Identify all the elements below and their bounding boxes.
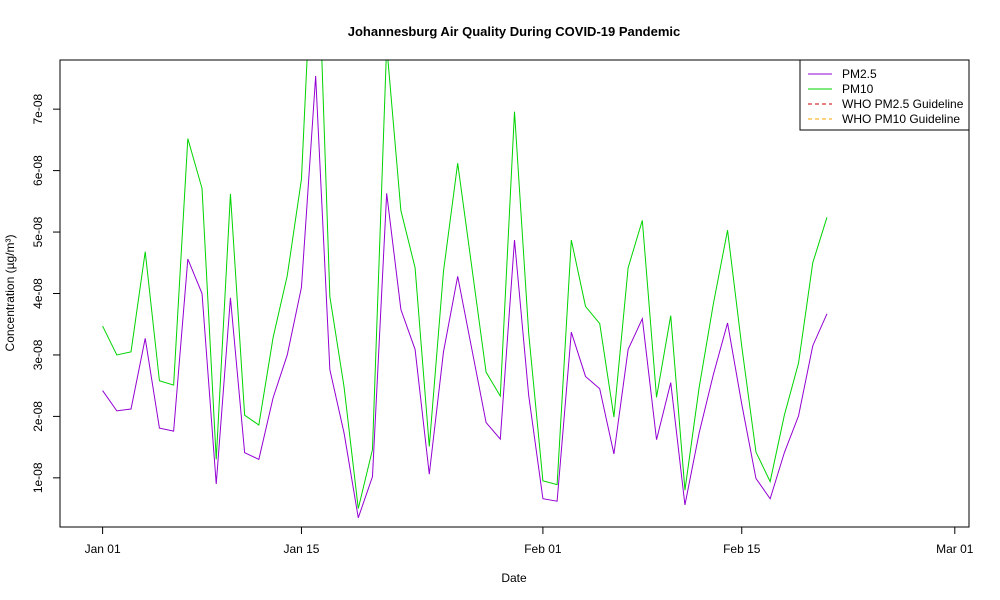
chart-title: Johannesburg Air Quality During COVID-19… — [348, 24, 681, 39]
y-axis: 1e-08 2e-08 3e-08 4e-08 5e-08 6e-08 7e-08 — [31, 93, 61, 493]
x-tick-label: Mar 01 — [936, 542, 974, 556]
y-axis-label: Concentration (µg/m³) — [3, 235, 17, 352]
x-tick-label: Feb 15 — [723, 542, 761, 556]
x-axis-label: Date — [501, 571, 527, 585]
legend-label: WHO PM10 Guideline — [842, 112, 960, 126]
y-tick-label: 4e-08 — [31, 278, 45, 309]
x-tick-label: Jan 15 — [283, 542, 319, 556]
x-axis: Jan 01 Jan 15 Feb 01 Feb 15 Mar 01 — [85, 526, 974, 556]
y-tick-label: 3e-08 — [31, 339, 45, 370]
x-tick-label: Feb 01 — [524, 542, 562, 556]
x-tick-label: Jan 01 — [85, 542, 121, 556]
y-tick-label: 6e-08 — [31, 155, 45, 186]
legend-box — [799, 59, 970, 131]
y-tick-label: 2e-08 — [31, 401, 45, 432]
y-tick-label: 5e-08 — [31, 216, 45, 247]
legend-label: PM10 — [842, 82, 874, 96]
series-line-pm10 — [102, 60, 828, 509]
y-tick-label: 1e-08 — [31, 462, 45, 493]
legend-label: WHO PM2.5 Guideline — [842, 97, 964, 111]
y-tick-label: 7e-08 — [31, 93, 45, 124]
series-layer — [102, 60, 828, 518]
series-line-pm25 — [102, 75, 828, 518]
legend-label: PM2.5 — [842, 67, 877, 81]
